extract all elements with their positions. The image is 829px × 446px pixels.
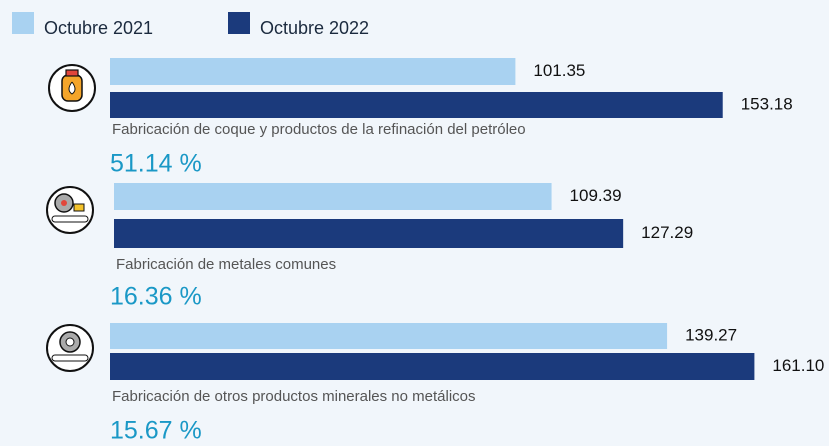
bar xyxy=(114,219,624,248)
legend-label: Octubre 2021 xyxy=(44,18,153,38)
bar xyxy=(110,353,755,380)
bar xyxy=(110,323,668,349)
legend-swatch xyxy=(228,12,250,34)
value-label: 139.27 xyxy=(685,325,737,344)
change-label: 16.36 % xyxy=(110,283,202,311)
bar xyxy=(110,92,723,118)
category-label: Fabricación de metales comunes xyxy=(116,256,336,273)
value-label: 101.35 xyxy=(533,61,585,80)
change-label: 15.67 % xyxy=(110,417,202,445)
category-label: Fabricación de coque y productos de la r… xyxy=(112,121,526,138)
bar xyxy=(114,183,552,210)
category-label: Fabricación de otros productos minerales… xyxy=(112,388,476,405)
bar xyxy=(110,58,516,85)
value-label: 109.39 xyxy=(570,186,622,205)
icon xyxy=(46,324,94,372)
value-label: 161.10 xyxy=(772,356,824,375)
legend-label: Octubre 2022 xyxy=(260,18,369,38)
change-label: 51.14 % xyxy=(110,150,202,178)
legend-swatch xyxy=(12,12,34,34)
value-label: 153.18 xyxy=(741,94,793,113)
icon xyxy=(46,186,94,234)
value-label: 127.29 xyxy=(641,223,693,242)
icon xyxy=(48,64,96,112)
